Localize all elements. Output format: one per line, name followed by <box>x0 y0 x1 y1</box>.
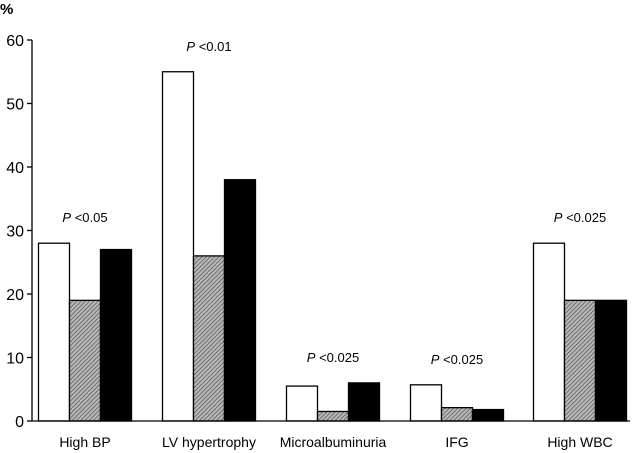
bar-hatched-gray-microalbuminuria <box>316 410 350 422</box>
bar-white-ifg <box>409 384 443 422</box>
p-value-annotation: P <0.05 <box>62 210 107 225</box>
bar-hatched-gray-ifg <box>440 407 474 422</box>
p-value-annotation: P <0.025 <box>307 350 359 365</box>
bar-hatched-gray-high-bp <box>68 299 102 422</box>
bar-white-microalbuminuria <box>285 385 319 422</box>
bar-black-high-wbc <box>594 299 628 422</box>
bar-black-microalbuminuria <box>347 382 381 422</box>
y-axis: 0 10 20 30 40 50 60 <box>6 33 33 431</box>
y-axis-unit-label: % <box>0 1 13 18</box>
x-category-label: Microalbuminuria <box>280 434 387 450</box>
x-category-label: LV hypertrophy <box>162 434 256 450</box>
p-value-annotation: P <0.025 <box>431 352 483 367</box>
bars <box>37 71 628 422</box>
y-tick-label: 60 <box>6 33 24 50</box>
x-axis: High BP LV hypertrophy Microalbuminuria IFG… <box>32 420 630 450</box>
bar-white-lv-hypertrophy <box>161 71 195 422</box>
bar-hatched-gray-high-wbc <box>563 299 597 422</box>
p-value-annotation: P <0.025 <box>554 210 606 225</box>
bar-hatched-gray-lv-hypertrophy <box>192 255 226 422</box>
x-category-label: High BP <box>59 434 110 450</box>
significance-annotations: P <0.05 P <0.01 P <0.025 P <0.025 P <0.025 <box>62 39 606 367</box>
bar-white-high-wbc <box>532 242 566 422</box>
x-category-label: High WBC <box>547 434 612 450</box>
bar-black-high-bp <box>99 248 133 422</box>
y-tick-label: 40 <box>6 160 24 177</box>
y-tick-label: 30 <box>6 224 24 241</box>
bar-black-lv-hypertrophy <box>223 179 257 422</box>
y-tick-label: 0 <box>15 414 24 431</box>
y-tick-label: 20 <box>6 287 24 304</box>
y-tick-label: 50 <box>6 97 24 114</box>
bar-black-ifg <box>471 408 505 422</box>
x-category-label: IFG <box>445 434 468 450</box>
y-tick-label: 10 <box>6 351 24 368</box>
bar-white-high-bp <box>37 242 71 422</box>
p-value-annotation: P <0.01 <box>186 39 231 54</box>
